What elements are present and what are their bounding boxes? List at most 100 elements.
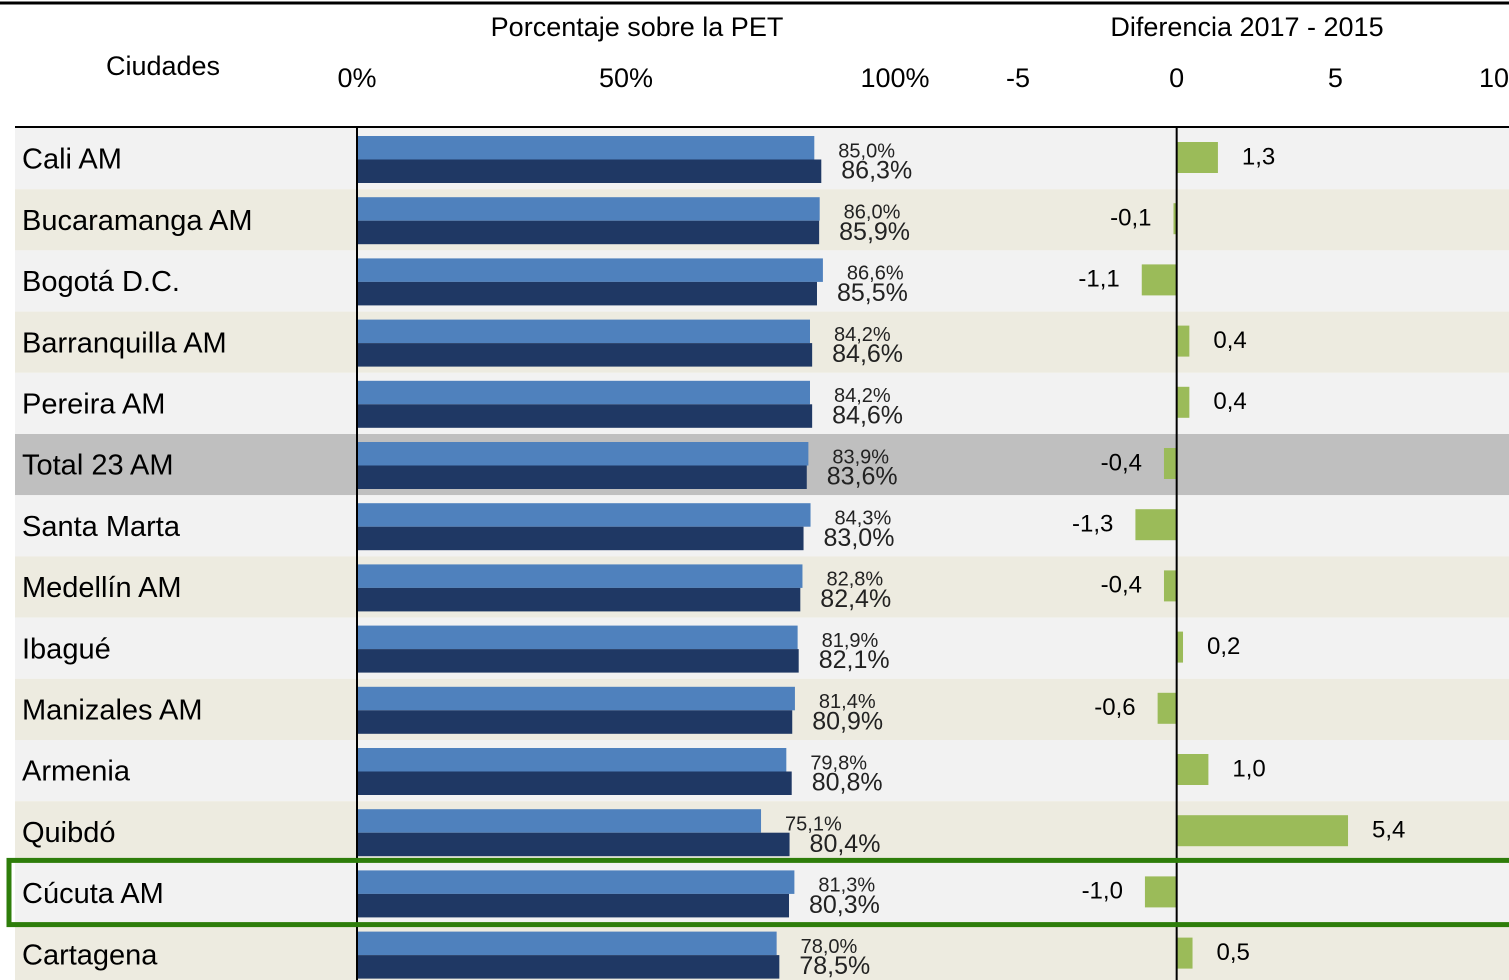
diff-label: 0,4 [1213,327,1246,354]
bar [357,380,810,405]
diff-bar [1176,142,1218,173]
diff-bar [1163,570,1177,602]
diff-label: 0,4 [1213,388,1246,415]
category-label: Ibagué [22,633,111,665]
value-label: 83,9% [832,446,889,468]
diff-bar [1157,692,1177,724]
value-label: 82,1% [819,646,890,674]
bar [357,748,787,772]
bar [357,809,762,833]
diff-bar [1176,754,1209,785]
category-label: Bogotá D.C. [22,266,180,298]
x-tick-label: 10 [1479,63,1509,93]
right-title: Diferencia 2017 - 2015 [1110,12,1383,42]
diff-label: 0,5 [1217,939,1250,966]
bar [357,870,795,894]
value-label: 81,3% [818,875,875,897]
x-tick-label: 50% [599,63,653,93]
category-label: Santa Marta [22,511,181,543]
bar [357,893,790,918]
diff-bar [1176,631,1184,663]
value-label: 83,0% [824,524,895,552]
value-label: 81,9% [822,630,879,652]
value-label: 84,3% [835,507,892,529]
category-label: Total 23 AM [22,450,174,482]
value-label: 82,4% [820,585,891,613]
diff-label: 1,3 [1242,143,1275,170]
bar [357,343,813,367]
highlight-box [6,857,1509,928]
value-label: 86,6% [847,263,904,285]
bar [357,686,795,711]
category-label: Armenia [22,756,131,788]
bar [357,649,799,673]
value-label: 80,9% [812,707,883,735]
diff-label: 5,4 [1372,817,1405,844]
value-label: 83,6% [827,463,898,491]
diff-label: -0,1 [1110,205,1151,232]
bar [357,771,792,795]
category-label: Cartagena [22,939,158,971]
value-label: 84,2% [834,324,891,346]
diff-bar [1163,448,1177,479]
bar [357,832,790,857]
diff-bar [1176,325,1190,357]
category-label: Quibdó [22,817,116,849]
category-label: Manizales AM [22,694,203,726]
value-label: 85,5% [837,279,908,307]
bar [357,625,798,650]
value-label: 86,3% [841,157,912,185]
value-label: 80,4% [810,830,881,858]
diff-bar [1135,509,1177,541]
diff-label: -0,4 [1101,572,1142,599]
diff-label: 0,2 [1207,633,1240,660]
diff-label: -1,0 [1082,878,1123,905]
x-tick-label: 0% [337,63,376,93]
value-label: 80,3% [809,891,880,919]
value-label: 75,1% [785,813,842,835]
category-header: Ciudades [106,51,220,81]
category-label: Pereira AM [22,388,165,420]
bar [357,526,804,551]
value-label: 78,5% [799,952,870,980]
value-label: 79,8% [810,752,867,774]
x-tick-label: -5 [1006,63,1030,93]
bar [357,281,817,306]
diff-bar [1173,203,1177,235]
x-tick-label: 100% [860,63,929,93]
bar [357,564,803,588]
value-label: 82,8% [826,569,883,591]
value-label: 80,8% [812,769,883,797]
x-tick-label: 0 [1169,63,1184,93]
category-label: Cali AM [22,144,122,176]
bar [357,465,807,489]
bar [357,955,780,979]
bar [357,710,793,734]
diff-bar [1141,264,1177,296]
diff-label: -0,4 [1101,449,1142,476]
left-title: Porcentaje sobre la PET [491,12,784,42]
diff-bar [1176,937,1193,969]
value-label: 84,6% [832,401,903,429]
category-label: Bucaramanga AM [22,205,253,237]
diff-label: -0,6 [1094,694,1135,721]
value-label: 84,6% [832,340,903,368]
category-label: Barranquilla AM [22,327,227,359]
value-label: 85,0% [838,140,895,162]
x-tick-label: 5 [1328,63,1343,93]
diff-bar [1144,876,1177,908]
bar [357,258,823,282]
bar [357,404,813,428]
category-label: Medellín AM [22,572,182,604]
category-label: Cúcuta AM [22,878,164,910]
bar [357,136,815,160]
value-label: 84,2% [834,385,891,407]
bar [357,931,777,956]
diff-label: 1,0 [1232,755,1265,782]
bar [357,442,809,466]
diff-label: -1,1 [1078,266,1119,293]
bar [357,319,810,344]
value-label: 81,4% [819,691,876,713]
bar [357,197,820,221]
